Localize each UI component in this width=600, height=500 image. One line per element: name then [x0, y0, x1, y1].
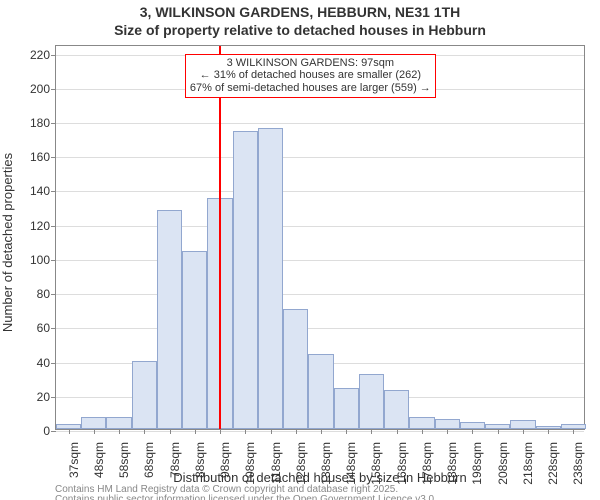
marker-line — [219, 46, 221, 429]
y-gridline — [56, 191, 584, 192]
chart-title-2: Size of property relative to detached ho… — [0, 22, 600, 38]
y-tick-label: 200 — [30, 82, 50, 96]
x-tick-mark — [170, 429, 171, 434]
y-tick-label: 60 — [37, 321, 50, 335]
histogram-bar — [182, 251, 207, 429]
y-tick-mark — [51, 328, 56, 329]
y-tick-mark — [51, 260, 56, 261]
y-gridline — [56, 123, 584, 124]
x-tick-mark — [245, 429, 246, 434]
y-tick-label: 140 — [30, 184, 50, 198]
x-tick-mark — [523, 429, 524, 434]
x-tick-mark — [548, 429, 549, 434]
plot-area: 02040608010012014016018020022037sqm48sqm… — [55, 45, 585, 430]
histogram-bar — [460, 422, 485, 429]
histogram-bar — [132, 361, 157, 429]
histogram-bar — [258, 128, 283, 429]
x-tick-mark — [271, 429, 272, 434]
plot-outer: 02040608010012014016018020022037sqm48sqm… — [55, 45, 585, 430]
y-axis-label: Number of detached properties — [0, 50, 15, 435]
histogram-bar — [81, 417, 106, 429]
y-tick-mark — [51, 431, 56, 432]
x-tick-mark — [573, 429, 574, 434]
y-tick-mark — [51, 397, 56, 398]
x-tick-mark — [346, 429, 347, 434]
y-tick-label: 120 — [30, 219, 50, 233]
y-tick-mark — [51, 123, 56, 124]
histogram-bar — [359, 374, 384, 429]
y-gridline — [56, 431, 584, 432]
y-tick-mark — [51, 55, 56, 56]
x-tick-mark — [422, 429, 423, 434]
histogram-bar — [384, 390, 409, 429]
histogram-bar — [157, 210, 182, 429]
annotation-line: 67% of semi-detached houses are larger (… — [190, 82, 431, 95]
x-tick-mark — [321, 429, 322, 434]
y-tick-label: 80 — [37, 287, 50, 301]
y-tick-label: 40 — [37, 356, 50, 370]
y-tick-mark — [51, 157, 56, 158]
footer-line-2: Contains public sector information licen… — [55, 495, 437, 500]
x-tick-mark — [69, 429, 70, 434]
y-tick-mark — [51, 294, 56, 295]
x-tick-mark — [472, 429, 473, 434]
y-gridline — [56, 157, 584, 158]
x-tick-mark — [144, 429, 145, 434]
y-tick-label: 160 — [30, 150, 50, 164]
y-tick-mark — [51, 89, 56, 90]
y-tick-label: 20 — [37, 390, 50, 404]
y-gridline — [56, 328, 584, 329]
histogram-bar — [283, 309, 308, 429]
y-tick-label: 0 — [43, 424, 50, 438]
y-tick-mark — [51, 191, 56, 192]
x-tick-mark — [371, 429, 372, 434]
y-tick-mark — [51, 363, 56, 364]
histogram-bar — [106, 417, 131, 429]
x-tick-mark — [119, 429, 120, 434]
annotation-line: 3 WILKINSON GARDENS: 97sqm — [190, 57, 431, 70]
x-tick-mark — [94, 429, 95, 434]
y-tick-mark — [51, 226, 56, 227]
histogram-bar — [334, 388, 359, 429]
y-gridline — [56, 294, 584, 295]
chart-title-1: 3, WILKINSON GARDENS, HEBBURN, NE31 1TH — [0, 4, 600, 20]
y-gridline — [56, 260, 584, 261]
x-tick-mark — [296, 429, 297, 434]
histogram-bar — [409, 417, 434, 429]
x-tick-mark — [397, 429, 398, 434]
y-tick-label: 100 — [30, 253, 50, 267]
x-tick-mark — [220, 429, 221, 434]
y-tick-label: 180 — [30, 116, 50, 130]
histogram-bar — [308, 354, 333, 429]
x-axis-label: Distribution of detached houses by size … — [55, 470, 585, 485]
histogram-bar — [510, 420, 535, 429]
histogram-bar — [435, 419, 460, 429]
annotation-line: ← 31% of detached houses are smaller (26… — [190, 69, 431, 82]
x-tick-mark — [195, 429, 196, 434]
x-tick-mark — [447, 429, 448, 434]
annotation-box: 3 WILKINSON GARDENS: 97sqm← 31% of detac… — [185, 54, 436, 98]
y-gridline — [56, 226, 584, 227]
x-tick-mark — [498, 429, 499, 434]
y-tick-label: 220 — [30, 48, 50, 62]
histogram-bar — [233, 131, 258, 429]
